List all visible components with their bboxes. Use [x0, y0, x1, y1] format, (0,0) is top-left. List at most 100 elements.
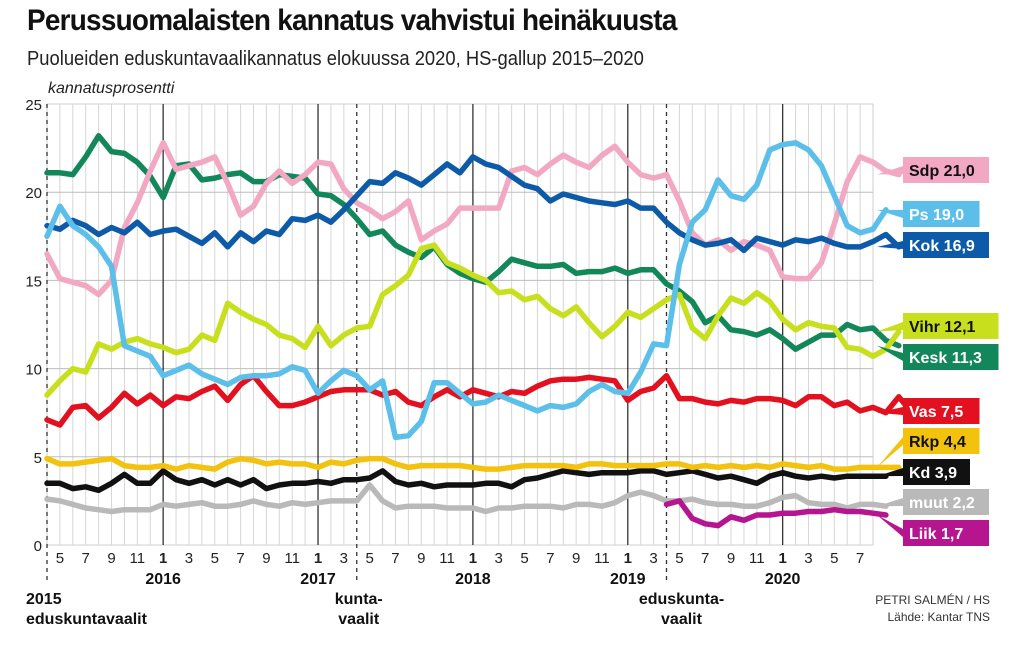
x-tick-label: 9 [417, 550, 425, 567]
series-label-liik: Liik 1,7 [877, 515, 989, 546]
label-box [903, 428, 980, 454]
label-text: muut 2,2 [909, 495, 975, 512]
x-tick-label: 9 [572, 550, 580, 567]
x-tick-label: 5 [520, 550, 528, 567]
x-tick-label: 1 [778, 550, 786, 567]
x-tick-label: 3 [340, 550, 348, 567]
series-label-rkp: Rkp 4,4 [877, 428, 980, 468]
election-label: eduskunta- [639, 591, 724, 608]
label-pointer [877, 322, 903, 332]
credit-author: PETRI SALMÉN / HS [875, 593, 990, 607]
year-label: 2020 [765, 571, 801, 588]
y-tick-label: 5 [34, 450, 42, 467]
election-label: eduskuntavaalit [26, 611, 148, 628]
label-text: Vas 7,5 [909, 404, 963, 421]
label-text: Vihr 12,1 [909, 319, 976, 336]
y-tick-label: 25 [25, 97, 42, 114]
series-label-sdp: Sdp 21,0 [877, 157, 989, 183]
series-line-kd [44, 468, 889, 494]
series-label-ps: Ps 19,0 [877, 201, 980, 227]
series-line-muut [44, 482, 889, 515]
chart-subtitle: Puolueiden eduskuntavaalikannatus elokuu… [27, 48, 644, 70]
label-pointer [877, 345, 903, 361]
series-line-vihr [44, 242, 902, 398]
label-box [903, 313, 999, 339]
series-line-sdp [44, 140, 902, 298]
x-tick-label: 5 [56, 550, 64, 567]
x-tick-label: 7 [546, 550, 554, 567]
x-tick-label: 11 [130, 550, 146, 567]
y-tick-label: 15 [25, 273, 42, 290]
x-tick-label: 3 [495, 550, 503, 567]
label-pointer [877, 241, 903, 249]
y-tick-label: 10 [25, 362, 42, 379]
label-pointer [877, 407, 903, 415]
x-tick-label: 7 [701, 550, 709, 567]
label-box [903, 344, 999, 370]
x-tick-label: 1 [469, 550, 477, 567]
x-tick-label: 5 [365, 550, 373, 567]
series-line-ps [44, 140, 889, 441]
x-tick-label: 5 [830, 550, 838, 567]
election-label: vaalit [661, 611, 703, 628]
x-tick-label: 3 [649, 550, 657, 567]
x-tick-label: 11 [594, 550, 610, 567]
y-axis-label: kannatusprosentti [48, 80, 175, 97]
x-tick-label: 9 [107, 550, 115, 567]
x-tick-label: 5 [211, 550, 219, 567]
series-label-kd: Kd 3,9 [877, 459, 970, 485]
label-pointer [877, 166, 903, 175]
label-text: Rkp 4,4 [909, 434, 966, 451]
series-label-kesk: Kesk 11,3 [877, 344, 999, 370]
label-box [903, 232, 989, 258]
series-lines [44, 133, 915, 529]
label-text: Kok 16,9 [909, 238, 975, 255]
y-tick-label: 20 [25, 185, 42, 202]
label-text: Sdp 21,0 [909, 163, 975, 180]
year-label: 2018 [455, 571, 491, 588]
label-pointer [877, 498, 903, 507]
series-line-liik [663, 498, 889, 529]
label-text: Kesk 11,3 [909, 350, 982, 367]
x-tick-label: 7 [391, 550, 399, 567]
series-line-vas [44, 372, 915, 428]
label-pointer [877, 209, 903, 218]
label-text: Kd 3,9 [909, 465, 957, 482]
x-tick-label: 3 [185, 550, 193, 567]
election-label: 2015 [26, 591, 62, 608]
series-labels: Sdp 21,0 Ps 19,0 Kok 16,9 Vihr 12,1 Kesk 11,… [877, 157, 999, 546]
label-box [903, 459, 970, 485]
year-label: 2019 [610, 571, 646, 588]
y-tick-label: 0 [34, 538, 42, 555]
label-box [903, 489, 989, 515]
x-tick-label: 1 [624, 550, 632, 567]
label-text: Ps 19,0 [909, 207, 964, 224]
x-tick-label: 9 [262, 550, 270, 567]
label-pointer [877, 437, 903, 468]
label-box [903, 520, 989, 546]
label-pointer [877, 468, 903, 477]
series-label-muut: muut 2,2 [877, 489, 989, 515]
x-tick-label: 7 [82, 550, 90, 567]
series-line-kok [44, 154, 902, 254]
x-tick-label: 3 [804, 550, 812, 567]
x-tick-label: 11 [749, 550, 765, 567]
x-tick-label: 1 [314, 550, 322, 567]
x-tick-label: 7 [856, 550, 864, 567]
label-box [903, 201, 980, 227]
label-text: Liik 1,7 [909, 526, 963, 543]
x-tick-label: 11 [284, 550, 300, 567]
x-tick-label: 7 [236, 550, 244, 567]
label-box [903, 157, 989, 183]
year-label: 2016 [145, 571, 181, 588]
election-label: vaalit [338, 611, 380, 628]
x-tick-label: 5 [675, 550, 683, 567]
x-tick-label: 1 [159, 550, 167, 567]
chart-title: Perussuomalaisten kannatus vahvistui hei… [27, 4, 677, 37]
election-label: kunta- [335, 591, 383, 608]
x-tick-label: 11 [439, 550, 455, 567]
series-line-rkp [44, 455, 902, 472]
x-tick-label: 9 [727, 550, 735, 567]
